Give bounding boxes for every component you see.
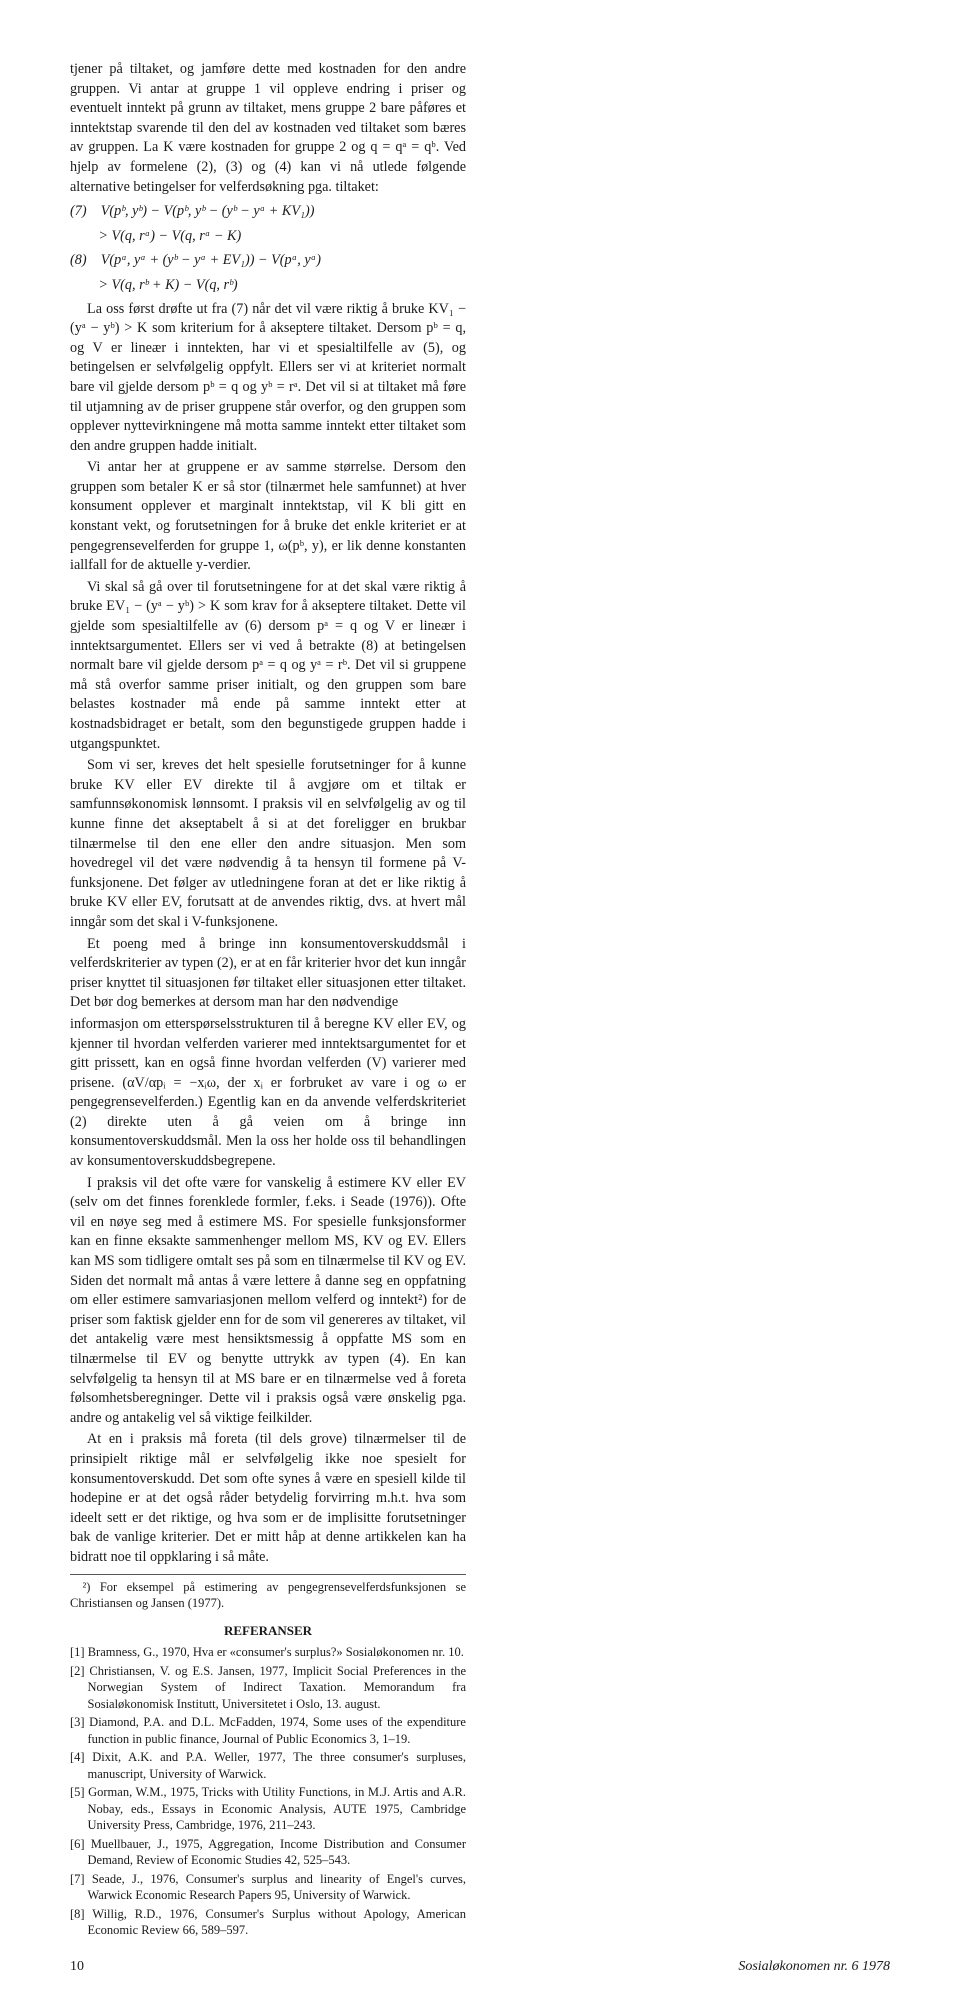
- reference-item: [5] Gorman, W.M., 1975, Tricks with Util…: [70, 1784, 466, 1834]
- footnote-2: ²) For eksempel på estimering av pengegr…: [70, 1574, 466, 1613]
- two-column-body: tjener på tiltaket, og jamføre dette med…: [70, 60, 890, 1941]
- paragraph: At en i praksis må foreta (til dels grov…: [70, 1430, 466, 1567]
- reference-item: [2] Christiansen, V. og E.S. Jansen, 197…: [70, 1663, 466, 1713]
- reference-item: [1] Bramness, G., 1970, Hva er «consumer…: [70, 1644, 466, 1661]
- paragraph: Et poeng med å bringe inn konsumentovers…: [70, 935, 466, 1013]
- reference-item: [6] Muellbauer, J., 1975, Aggregation, I…: [70, 1836, 466, 1869]
- reference-item: [4] Dixit, A.K. and P.A. Weller, 1977, T…: [70, 1749, 466, 1782]
- page-footer: 10 Sosialøkonomen nr. 6 1978: [70, 1959, 890, 1975]
- formula-8-line1: (8) V(pᵃ, yᵃ + (yᵇ − yᵃ + EV₁)) − V(pᵃ, …: [70, 250, 466, 271]
- reference-item: [7] Seade, J., 1976, Consumer's surplus …: [70, 1871, 466, 1904]
- paragraph: I praksis vil det ofte være for vanskeli…: [70, 1174, 466, 1429]
- paragraph: Som vi ser, kreves det helt spesielle fo…: [70, 756, 466, 932]
- formula-7-line1: (7) V(pᵇ, yᵇ) − V(pᵇ, yᵇ − (yᵇ − yᵃ + KV…: [70, 201, 466, 222]
- formula-7-line2: > V(q, rᵃ) − V(q, rᵃ − K): [70, 226, 466, 247]
- paragraph: Vi skal så gå over til forutsetningene f…: [70, 578, 466, 754]
- page: tjener på tiltaket, og jamføre dette med…: [0, 0, 960, 2015]
- journal-name: Sosialøkonomen nr. 6 1978: [738, 1959, 890, 1975]
- paragraph: tjener på tiltaket, og jamføre dette med…: [70, 60, 466, 197]
- references-heading: REFERANSER: [70, 1622, 466, 1640]
- page-number: 10: [70, 1959, 84, 1975]
- paragraph: La oss først drøfte ut fra (7) når det v…: [70, 300, 466, 457]
- paragraph: Vi antar her at gruppene er av samme stø…: [70, 458, 466, 576]
- reference-item: [3] Diamond, P.A. and D.L. McFadden, 197…: [70, 1714, 466, 1747]
- paragraph: informasjon om etterspørselsstrukturen t…: [70, 1015, 466, 1172]
- reference-item: [8] Willig, R.D., 1976, Consumer's Surpl…: [70, 1906, 466, 1939]
- formula-8-line2: > V(q, rᵇ + K) − V(q, rᵇ): [70, 275, 466, 296]
